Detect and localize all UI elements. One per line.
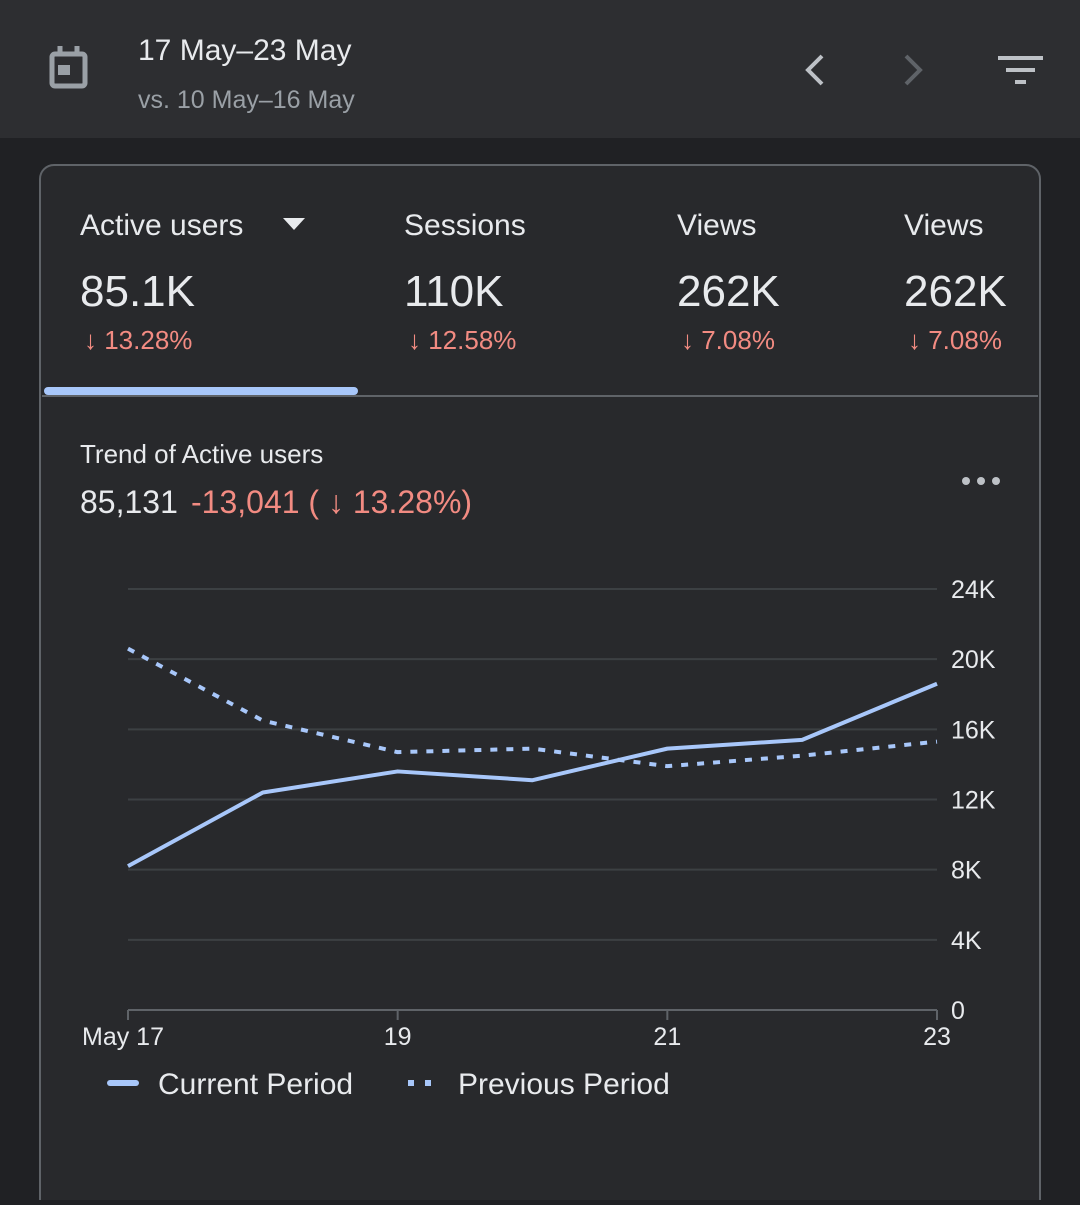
trend-change: -13,041 ( ↓ 13.28%) xyxy=(191,484,472,520)
y-tick-label: 0 xyxy=(951,997,965,1025)
metric-dropdown[interactable] xyxy=(283,218,305,230)
metric-value: 110K xyxy=(404,267,504,316)
x-tick-label: May 17 xyxy=(82,1023,164,1051)
next-button[interactable] xyxy=(904,54,923,86)
more-button[interactable] xyxy=(962,477,1000,485)
previous-button[interactable] xyxy=(805,54,824,86)
comparison-range: vs. 10 May–16 May xyxy=(138,86,355,114)
x-tick-label: 19 xyxy=(384,1023,412,1051)
y-tick-label: 4K xyxy=(951,927,982,955)
metric-label: Active users xyxy=(80,209,243,242)
y-tick-label: 8K xyxy=(951,857,982,885)
trend-title: Trend of Active users xyxy=(80,439,323,469)
y-tick-label: 20K xyxy=(951,646,996,674)
y-tick-label: 16K xyxy=(951,716,996,744)
calendar-icon[interactable] xyxy=(49,46,88,89)
date-range[interactable]: 17 May–23 May xyxy=(138,34,351,67)
top-bar xyxy=(0,0,1080,138)
y-tick-label: 12K xyxy=(951,787,996,815)
legend-label: Previous Period xyxy=(458,1068,670,1101)
metric-label: Views xyxy=(677,209,756,242)
metric-change: ↓ 7.08% xyxy=(681,325,775,355)
x-tick-label: 23 xyxy=(923,1023,951,1051)
trend-total: 85,131 xyxy=(80,484,178,520)
metric-change: ↓ 7.08% xyxy=(908,325,1002,355)
card xyxy=(39,164,1041,1205)
y-tick-label: 24K xyxy=(951,576,996,604)
metric-value: 85.1K xyxy=(80,267,195,316)
trend-chart: 0 4K 8K 12K 16K 20K 24K May 17 19 21 23 Current Per… xyxy=(82,576,996,1101)
series-line xyxy=(127,681,938,868)
metric-label: Views xyxy=(904,209,983,242)
filter-button[interactable] xyxy=(998,56,1043,84)
selected-tab-indicator xyxy=(44,387,358,395)
metric-value: 262K xyxy=(677,267,780,316)
metric-label: Sessions xyxy=(404,209,526,242)
legend-label: Current Period xyxy=(158,1068,353,1101)
metric-change: ↓ 13.28% xyxy=(84,325,192,355)
x-tick-label: 21 xyxy=(653,1023,681,1051)
metric-value: 262K xyxy=(904,267,1007,316)
metric-tabs: Active users 85.1K ↓ 13.28% Sessions 110K ↓ 1… xyxy=(80,209,1007,355)
metric-change: ↓ 12.58% xyxy=(408,325,516,355)
